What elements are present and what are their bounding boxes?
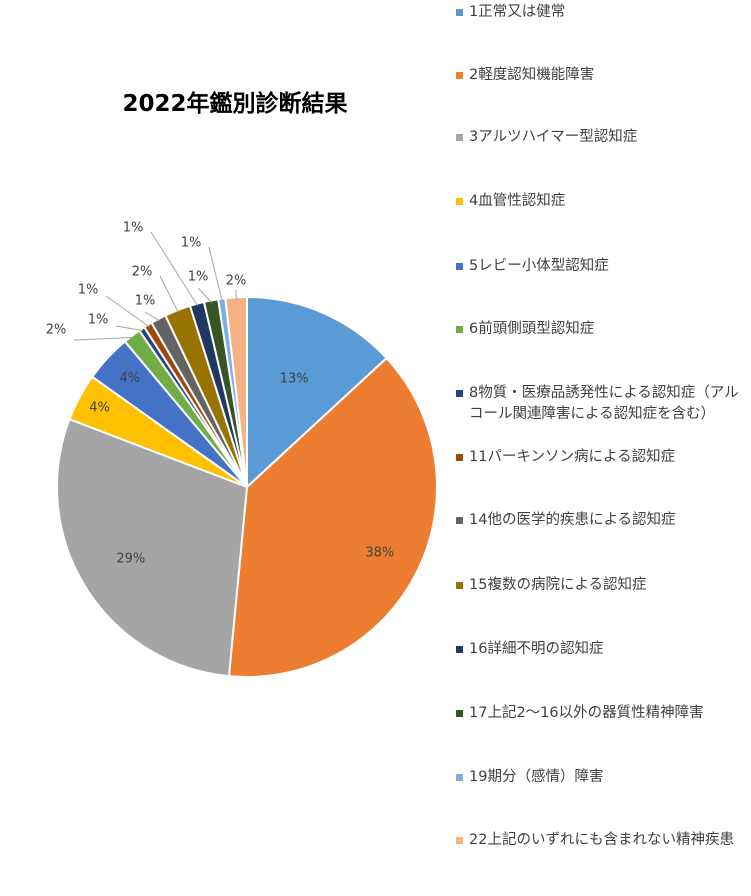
slice-data-label: 2% (226, 274, 247, 289)
legend-marker (456, 390, 463, 397)
leader-line (105, 295, 150, 328)
leader-line (144, 311, 160, 322)
leader-line (197, 287, 212, 303)
slice-data-label: 4% (119, 371, 140, 386)
legend-item: 15複数の病院による認知症 (456, 575, 746, 596)
legend-label: 22上記のいずれにも含まれない精神疾患 (469, 832, 734, 848)
legend-item: 14他の医学的疾患による認知症 (456, 510, 746, 531)
legend-marker (456, 582, 463, 589)
slice-data-label: 2% (46, 323, 67, 338)
legend-item: 11パーキンソン病による認知症 (456, 447, 746, 468)
legend-marker (456, 326, 463, 333)
slice-data-label: 4% (89, 401, 110, 416)
slice-data-label: 13% (280, 372, 309, 387)
slice-data-label: 1% (88, 313, 109, 328)
legend-item: 8物質・医療品誘発性による認知症（アルコール関連障害による認知症を含む） (456, 383, 746, 425)
leader-line (73, 336, 134, 341)
slice-data-label: 29% (116, 552, 145, 567)
legend-label: 15複数の病院による認知症 (469, 577, 647, 593)
slice-data-label: 2% (132, 265, 153, 280)
legend-label: 8物質・医療品誘発性による認知症（アルコール関連障害による認知症を含む） (469, 385, 739, 422)
legend-item: 2軽度認知機能障害 (456, 65, 746, 86)
legend-marker (456, 837, 463, 844)
legend-item: 3アルツハイマー型認知症 (456, 127, 746, 148)
pie-slice (246, 295, 388, 490)
legend-label: 11パーキンソン病による認知症 (469, 449, 676, 465)
legend-marker (456, 9, 463, 16)
legend-item: 19期分（感情）障害 (456, 767, 746, 788)
legend-label: 5レビー小体型認知症 (469, 258, 609, 274)
pie-chart: 13% 38% 29% 4% 4% 2% 1% 1% 1% 2% 1% 1% 1% 2% (46, 221, 438, 678)
pie-slice (227, 356, 438, 678)
legend-label: 1正常又は健常 (469, 4, 566, 20)
leader-line (115, 325, 143, 331)
pie-slice (56, 417, 249, 678)
slice-data-label: 1% (78, 283, 99, 298)
legend-marker (456, 774, 463, 781)
legend-item: 5レビー小体型認知症 (456, 256, 746, 277)
legend-item: 22上記のいずれにも含まれない精神疾患 (456, 830, 746, 851)
legend-label: 17上記2～16以外の器質性精神障害 (469, 705, 704, 721)
slice-data-label: 38% (365, 545, 394, 560)
legend-item: 6前頭側頭型認知症 (456, 319, 746, 340)
legend-label: 16詳細不明の認知症 (469, 641, 604, 657)
legend-label: 6前頭側頭型認知症 (469, 321, 595, 337)
slice-data-label: 1% (135, 294, 156, 309)
legend-marker (456, 710, 463, 717)
legend-marker (456, 134, 463, 141)
legend-marker (456, 72, 463, 79)
legend-marker (456, 646, 463, 653)
legend-label: 2軽度認知機能障害 (469, 67, 595, 83)
leader-line (208, 246, 223, 301)
legend-label: 4血管性認知症 (469, 193, 566, 209)
leader-line (150, 231, 198, 306)
legend-marker (456, 198, 463, 205)
legend-label: 19期分（感情）障害 (469, 769, 604, 785)
slice-data-label: 1% (123, 221, 144, 236)
legend-marker (456, 263, 463, 270)
legend-label: 14他の医学的疾患による認知症 (469, 512, 676, 528)
legend-marker (456, 454, 463, 461)
legend-item: 1正常又は健常 (456, 2, 746, 23)
slice-data-label: 1% (188, 270, 209, 285)
leader-line (159, 275, 179, 313)
legend-item: 16詳細不明の認知症 (456, 639, 746, 660)
legend-marker (456, 517, 463, 524)
chart-title: 2022年鑑別診断結果 (122, 91, 348, 117)
legend-item: 4血管性認知症 (456, 191, 746, 212)
slice-data-label: 1% (181, 236, 202, 251)
legend-item: 17上記2～16以外の器質性精神障害 (456, 703, 746, 724)
legend-label: 3アルツハイマー型認知症 (469, 129, 638, 145)
